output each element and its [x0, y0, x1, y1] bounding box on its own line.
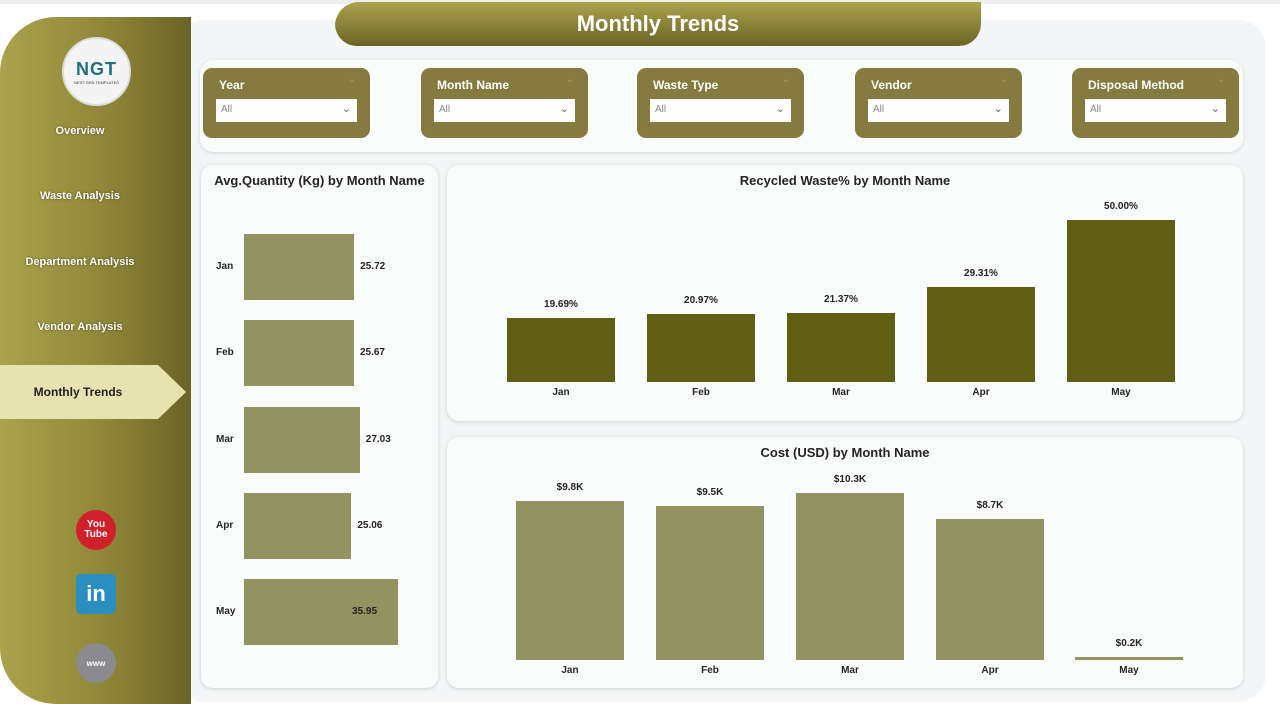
filter-vendor: Vendor ⌄ All ⌄	[855, 68, 1022, 138]
category-label: Feb	[692, 387, 710, 398]
filter-value: All	[221, 104, 233, 115]
category-label: Mar	[216, 433, 234, 445]
data-label: 50.00%	[1104, 201, 1138, 212]
linkedin-icon[interactable]: in	[76, 574, 116, 614]
bar[interactable]	[1067, 220, 1175, 382]
filter-label: Waste Type	[653, 78, 719, 92]
filter-label: Vendor	[871, 78, 912, 92]
bar[interactable]	[244, 320, 354, 387]
category-label: Apr	[216, 519, 234, 531]
chevron-down-icon[interactable]: ⌄	[999, 74, 1008, 85]
category-label: Jan	[216, 261, 234, 272]
bar[interactable]	[927, 287, 1035, 382]
filter-dropdown[interactable]: All ⌄	[1085, 99, 1226, 122]
data-label: 20.97%	[684, 295, 718, 307]
bar[interactable]	[656, 505, 764, 660]
data-label: $8.7K	[976, 499, 1004, 511]
filter-label: Disposal Method	[1088, 78, 1185, 92]
category-label: Apr	[981, 665, 999, 676]
data-label: 25.72	[360, 261, 386, 272]
data-label: 29.31%	[964, 268, 998, 280]
logo-tagline: NEXT GEN TEMPLATES	[74, 79, 119, 85]
filter-value: All	[655, 104, 667, 115]
category-label: Feb	[701, 665, 719, 676]
chevron-down-icon[interactable]: ⌄	[347, 74, 356, 85]
category-label: May	[216, 606, 236, 618]
youtube-icon[interactable]: You Tube	[76, 510, 116, 550]
chevron-down-icon: ⌄	[1210, 103, 1220, 115]
filter-dropdown[interactable]: All ⌄	[868, 99, 1009, 122]
filter-waste-type: Waste Type ⌄ All ⌄	[637, 68, 804, 138]
category-label: May	[1111, 387, 1131, 398]
bar[interactable]	[244, 579, 398, 646]
nav-label: Monthly Trends	[33, 385, 123, 399]
category-label: May	[1119, 665, 1139, 676]
filter-label: Year	[219, 78, 245, 92]
filter-month-name: Month Name ⌄ All ⌄	[421, 68, 588, 138]
filter-year: Year ⌄ All ⌄	[203, 68, 370, 138]
page-title: Monthly Trends	[335, 2, 981, 46]
data-label: $9.8K	[556, 482, 584, 494]
chevron-down-icon[interactable]: ⌄	[781, 74, 790, 85]
chevron-down-icon: ⌄	[775, 103, 785, 115]
data-label: $9.5K	[696, 486, 724, 498]
nav-overview[interactable]: Overview	[55, 125, 105, 137]
filter-dropdown[interactable]: All ⌄	[650, 99, 791, 122]
nav-vendor-analysis[interactable]: Vendor Analysis	[37, 321, 123, 333]
chevron-down-icon[interactable]: ⌄	[565, 74, 574, 85]
filter-dropdown[interactable]: All ⌄	[434, 99, 575, 122]
bar[interactable]	[244, 406, 360, 473]
bar[interactable]	[516, 501, 624, 660]
bar[interactable]	[936, 518, 1044, 660]
logo-text: NGT	[76, 58, 117, 79]
chart-title: Cost (USD) by Month Name	[760, 445, 930, 460]
globe-icon[interactable]: www	[76, 643, 116, 683]
category-label: Mar	[832, 387, 850, 398]
category-label: Jan	[552, 387, 570, 398]
data-label: 19.69%	[544, 299, 578, 311]
category-label: Jan	[561, 665, 579, 676]
filter-value: All	[439, 104, 451, 115]
data-label: 35.95	[352, 606, 378, 618]
bar[interactable]	[647, 314, 755, 382]
nav-waste-analysis[interactable]: Waste Analysis	[40, 190, 120, 202]
filter-value: All	[1090, 104, 1102, 115]
filter-disposal-method: Disposal Method ⌄ All ⌄	[1072, 68, 1239, 138]
nav-department-analysis[interactable]: Department Analysis	[25, 256, 135, 268]
chart-title: Recycled Waste% by Month Name	[739, 173, 951, 188]
category-label: Feb	[216, 347, 234, 359]
chart-title: Avg.Quantity (Kg) by Month Name	[214, 173, 425, 188]
chevron-down-icon: ⌄	[341, 103, 351, 115]
data-label: 21.37%	[824, 293, 858, 305]
filter-label: Month Name	[437, 78, 509, 92]
chevron-down-icon[interactable]: ⌄	[1216, 74, 1225, 85]
nav-monthly-trends[interactable]: Monthly Trends	[0, 365, 186, 419]
bar[interactable]	[787, 312, 895, 382]
bar[interactable]	[507, 318, 615, 382]
data-label: $0.2K	[1115, 637, 1143, 649]
bar[interactable]	[1075, 656, 1183, 660]
bar[interactable]	[244, 492, 352, 559]
filter-value: All	[873, 104, 885, 115]
data-label: 27.03	[365, 433, 391, 445]
data-label: 25.06	[357, 519, 383, 531]
category-label: Apr	[972, 387, 990, 398]
data-label: 25.67	[359, 347, 385, 359]
chevron-down-icon: ⌄	[993, 103, 1003, 115]
category-label: Mar	[841, 665, 859, 676]
data-label: $10.3K	[833, 474, 867, 485]
bar[interactable]	[244, 234, 355, 300]
chevron-down-icon: ⌄	[559, 103, 569, 115]
filter-dropdown[interactable]: All ⌄	[216, 99, 357, 122]
bar[interactable]	[796, 493, 904, 660]
logo: NGT NEXT GEN TEMPLATES	[62, 37, 131, 106]
